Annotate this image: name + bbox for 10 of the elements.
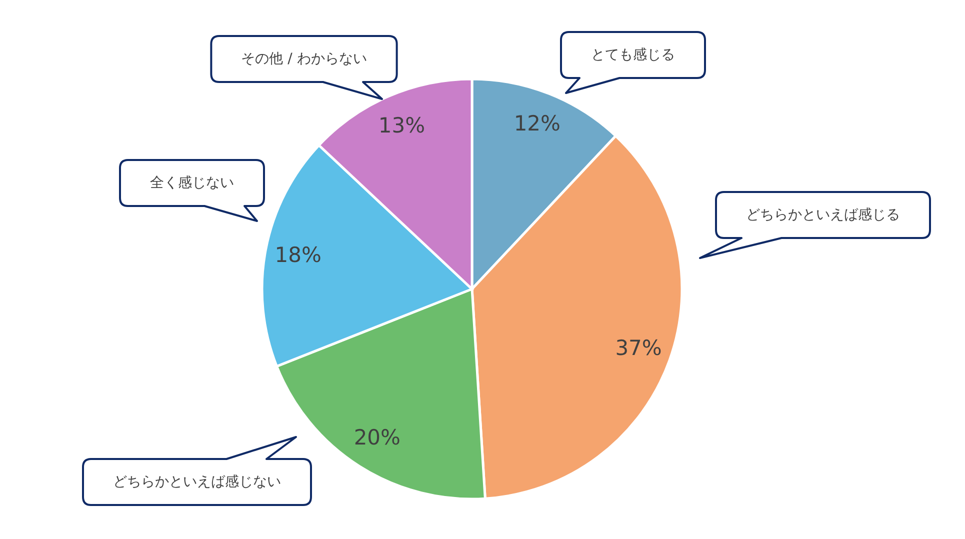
data-label: 20% [354,425,400,450]
slice-label: どちらかといえば感じる [746,207,900,223]
slice-label: その他 / わからない [241,51,367,67]
data-label: 37% [615,336,662,360]
data-label: 13% [378,114,426,138]
slice-label: どちらかといえば感じない [113,474,281,490]
slice-label: とても感じる [591,47,675,63]
data-label: 12% [514,111,560,136]
slice-label: 全く感じない [150,175,234,191]
data-label: 18% [274,242,322,267]
